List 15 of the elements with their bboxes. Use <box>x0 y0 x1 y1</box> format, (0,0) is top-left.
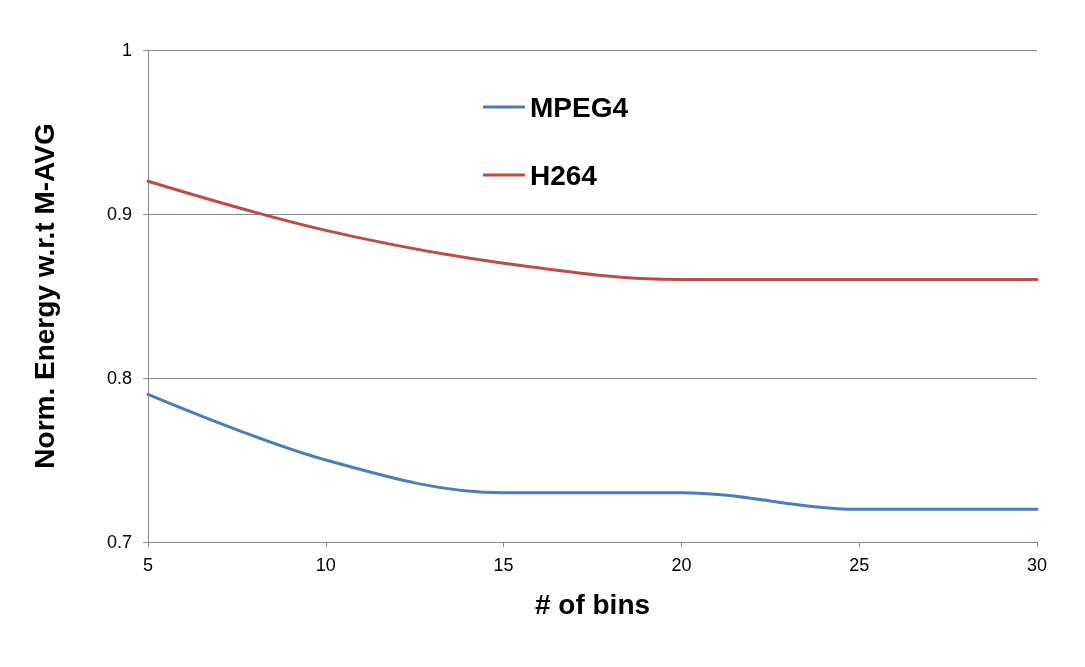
x-tick-label: 10 <box>315 555 336 575</box>
y-tick-label: 0.8 <box>106 368 132 388</box>
x-tick-label: 5 <box>142 555 154 575</box>
line-series <box>146 392 1039 511</box>
y-tick-label: 1 <box>121 40 132 60</box>
x-tick-label: 15 <box>493 555 514 575</box>
x-tick-label: 30 <box>1026 555 1048 575</box>
x-axis-title: # of bins <box>534 588 651 620</box>
y-axis-title: Norm. Energy w.r.t M-AVG <box>28 123 60 469</box>
y-tick-label: 0.9 <box>106 204 132 224</box>
x-tick-label: 20 <box>671 555 692 575</box>
legend-label: MPEG4 <box>530 91 629 123</box>
legend-label: H264 <box>530 159 598 191</box>
y-tick-label: 0.7 <box>106 532 132 552</box>
x-tick-label: 25 <box>849 555 870 575</box>
